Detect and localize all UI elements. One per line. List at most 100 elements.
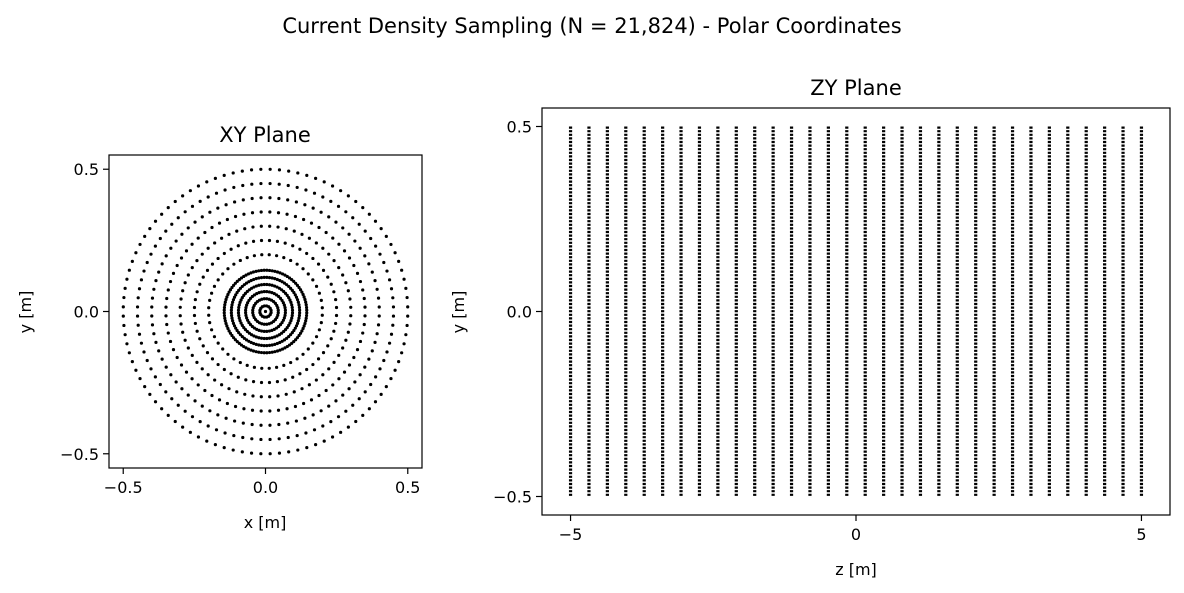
xy-point <box>298 311 302 315</box>
xy-point <box>300 290 304 294</box>
xy-point <box>244 273 248 277</box>
xy-point <box>150 305 154 309</box>
xy-point <box>306 347 310 351</box>
xy-point <box>135 314 140 318</box>
zy-points <box>568 126 1144 497</box>
xy-point <box>268 409 272 413</box>
xy-point <box>300 329 304 333</box>
xy-point <box>358 339 363 344</box>
xy-point <box>216 256 220 261</box>
xy-point <box>142 350 146 354</box>
xy-point <box>314 443 318 447</box>
xy-point <box>270 343 274 347</box>
xy-point <box>326 344 330 348</box>
xy-point <box>352 355 356 360</box>
xy-point <box>289 300 293 304</box>
xy-point <box>260 329 264 333</box>
xy-point <box>262 336 266 341</box>
xy-point <box>375 332 379 336</box>
zy-plot-frame <box>541 107 1171 516</box>
xy-point <box>321 268 326 272</box>
zy-x-tick-label: 5 <box>1136 525 1146 544</box>
xy-point <box>389 287 394 291</box>
xy-point <box>305 367 309 372</box>
xy-point <box>233 214 238 219</box>
xy-point <box>249 278 253 283</box>
xy-point <box>122 323 126 328</box>
xy-point <box>277 451 282 455</box>
xy-point <box>305 308 309 312</box>
xy-point <box>290 313 294 318</box>
xy-point <box>160 357 164 361</box>
xy-point <box>304 316 308 320</box>
xy-point <box>160 407 164 411</box>
xy-point <box>225 217 229 222</box>
xy-point <box>275 254 279 258</box>
xy-point <box>275 277 279 282</box>
xy-point <box>309 221 314 225</box>
xy-point <box>166 206 170 210</box>
xy-point <box>276 313 280 317</box>
xy-point <box>347 256 352 260</box>
xy-point <box>245 316 249 320</box>
xy-point <box>223 319 227 323</box>
zy-plane-chart: ZY Plane −5 0 5 −0.5 0.0 0.5 z [m] y [m] <box>449 76 1171 579</box>
xy-point <box>250 437 254 441</box>
xy-point <box>231 300 235 304</box>
xy-point <box>406 305 410 309</box>
xy-point <box>330 435 335 439</box>
xy-point <box>377 305 381 309</box>
xy-point <box>245 363 249 367</box>
xy-point <box>363 314 367 318</box>
xy-point <box>301 267 305 271</box>
xy-point <box>329 199 333 203</box>
xy-point <box>164 305 168 309</box>
xy-point <box>249 348 253 352</box>
zy-chart-title: ZY Plane <box>810 76 902 100</box>
xy-point <box>231 298 236 302</box>
xy-point <box>227 290 231 294</box>
xy-point <box>273 335 277 339</box>
xy-point <box>311 341 315 345</box>
xy-point <box>273 342 277 346</box>
xy-point <box>179 297 183 301</box>
xy-point <box>268 452 272 456</box>
xy-point <box>276 308 280 312</box>
xy-point <box>145 260 149 265</box>
xy-point <box>259 395 263 399</box>
xy-point <box>273 284 277 288</box>
xy-point <box>275 365 279 369</box>
xy-point <box>267 283 272 287</box>
xy-point <box>344 338 348 342</box>
xy-point <box>175 355 179 360</box>
xy-point <box>405 323 409 328</box>
xy-point <box>282 303 286 307</box>
xy-point <box>164 254 168 258</box>
xy-point <box>250 422 254 427</box>
xy-point <box>178 305 182 309</box>
xy-point <box>154 340 158 344</box>
xy-point <box>183 210 187 214</box>
xy-point <box>240 296 244 300</box>
xy-point <box>169 373 173 377</box>
xy-point <box>346 289 350 293</box>
xy-point <box>255 327 259 331</box>
xy-point <box>267 253 271 257</box>
xy-point <box>282 256 286 260</box>
xy-point <box>337 377 341 381</box>
xy-point <box>276 211 281 215</box>
xy-point <box>208 210 212 214</box>
xy-point <box>198 337 202 341</box>
xy-point <box>332 329 336 333</box>
xy-point <box>259 283 264 287</box>
xy-point <box>196 435 201 439</box>
xy-point <box>229 372 233 376</box>
xy-point <box>397 259 401 263</box>
xy-point <box>341 226 345 230</box>
xy-point <box>153 375 157 379</box>
xy-point <box>311 278 315 282</box>
xy-point <box>150 323 155 327</box>
xy-point <box>235 290 239 295</box>
xy-point <box>164 314 168 318</box>
xy-point <box>265 329 269 333</box>
